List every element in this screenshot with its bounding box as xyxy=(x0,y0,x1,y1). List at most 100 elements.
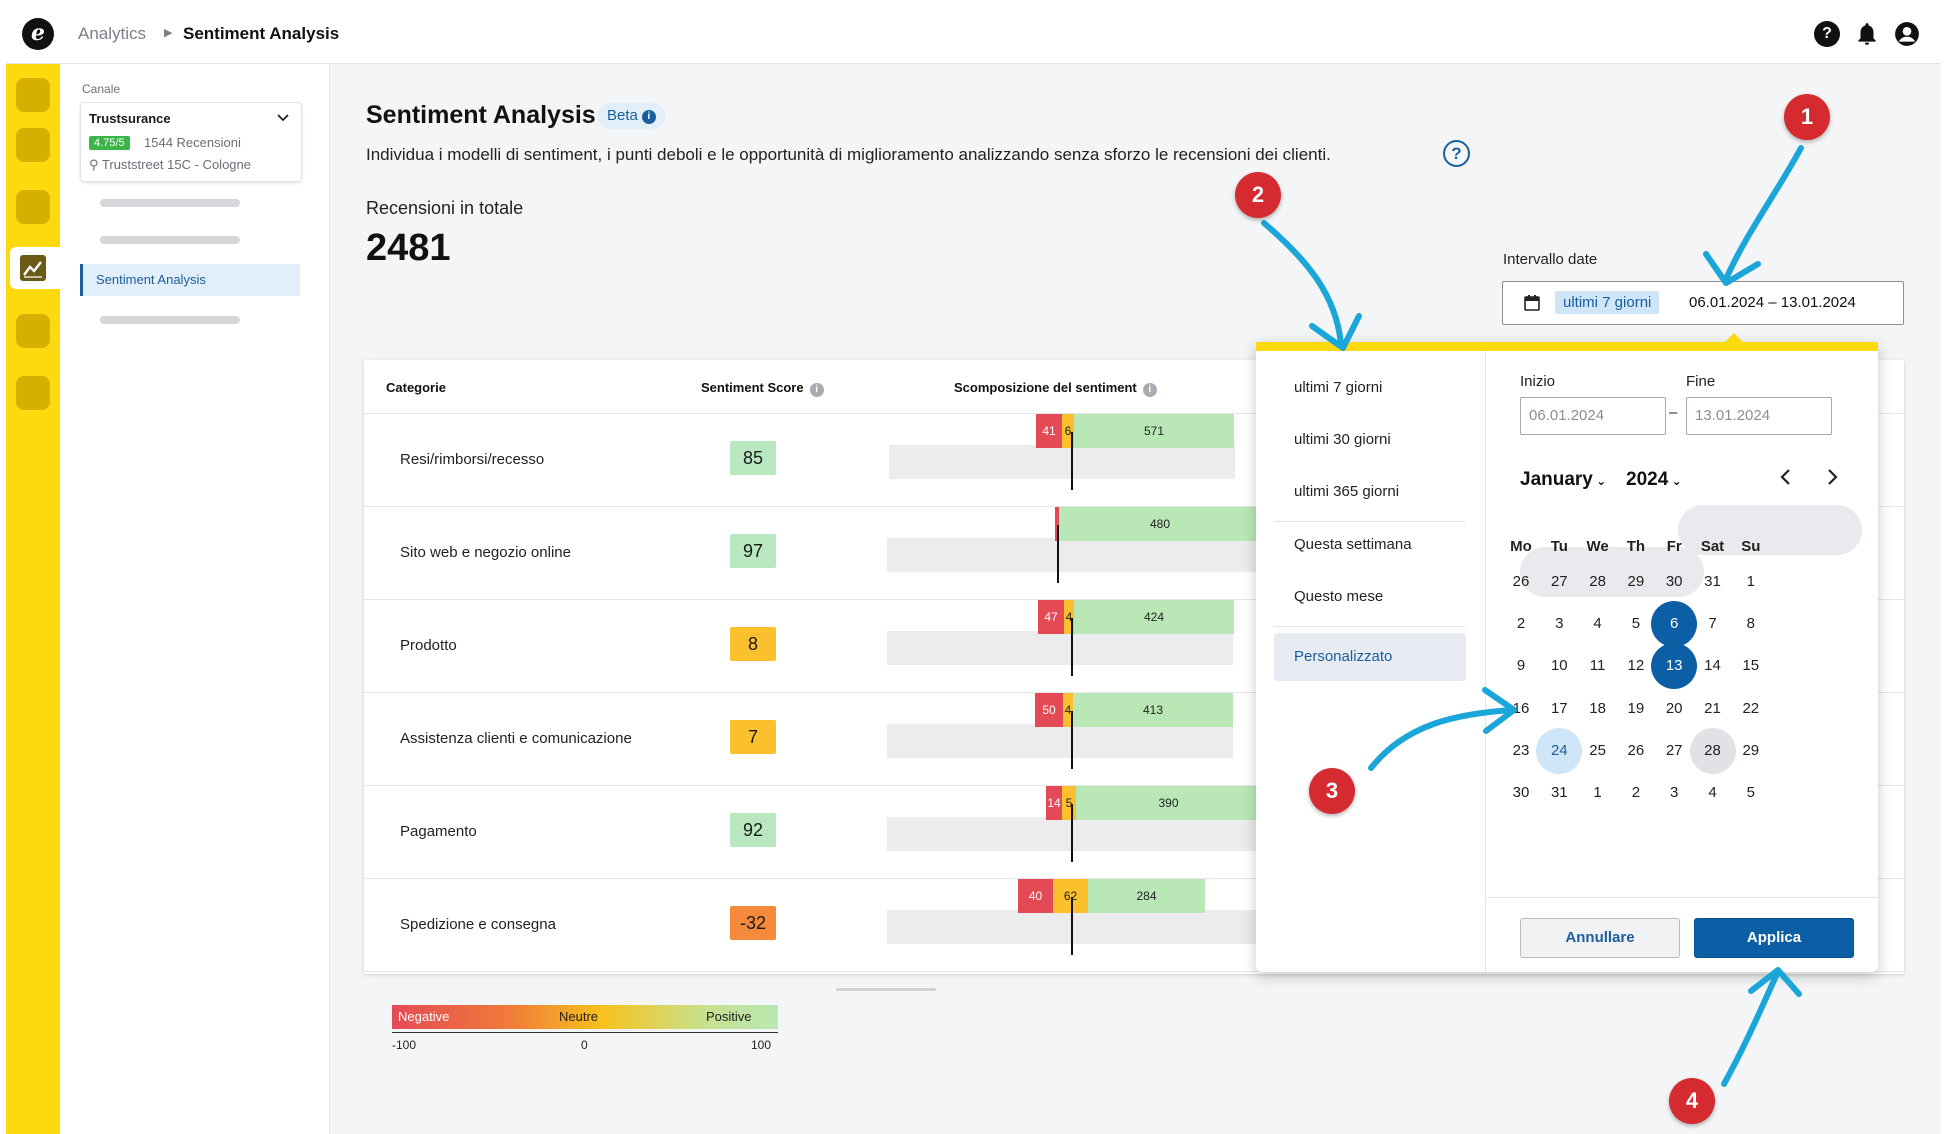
table-row[interactable]: Prodotto 8 47 4 424 xyxy=(364,600,1904,693)
info-icon[interactable]: i xyxy=(809,383,824,397)
calendar-day[interactable]: 30 xyxy=(1512,784,1530,801)
calendar-day[interactable]: 4 xyxy=(1593,615,1602,633)
calendar-day[interactable]: 3 xyxy=(1555,615,1564,633)
channel-selector[interactable]: Trustsurance 4.75/5 1544 Recensioni ⚲ Tr… xyxy=(80,102,302,182)
table-row[interactable]: Resi/rimborsi/recesso 85 41 6 571 xyxy=(364,414,1904,507)
calendar-day[interactable]: 28 xyxy=(1689,727,1736,774)
category-name: Pagamento xyxy=(400,823,477,840)
calendar-day[interactable]: 8 xyxy=(1746,615,1755,633)
calendar-day[interactable]: 27 xyxy=(1665,741,1683,759)
rating-badge: 4.75/5 xyxy=(89,136,130,150)
positive-segment: 571 xyxy=(1074,414,1234,448)
nav-item-sentiment-analysis[interactable]: Sentiment Analysis xyxy=(80,264,300,296)
next-month-icon[interactable] xyxy=(1824,466,1840,494)
start-date-input[interactable]: 06.01.2024 xyxy=(1520,397,1666,435)
calendar-day[interactable]: 17 xyxy=(1550,699,1568,717)
calendar-day[interactable]: 13 xyxy=(1651,643,1698,690)
user-icon[interactable] xyxy=(1894,21,1920,47)
calendar-day[interactable]: 1 xyxy=(1746,573,1755,590)
beta-label: Beta xyxy=(607,107,638,124)
rail-button[interactable] xyxy=(16,128,50,162)
preset-custom[interactable]: Personalizzato xyxy=(1274,633,1466,681)
calendar-day[interactable]: 26 xyxy=(1627,741,1645,759)
calendar-day[interactable]: 30 xyxy=(1665,573,1683,590)
calendar-day[interactable]: 7 xyxy=(1708,615,1717,633)
calendar-day[interactable]: 25 xyxy=(1589,741,1606,759)
column-header-category: Categorie xyxy=(386,380,446,395)
calendar-day[interactable]: 20 xyxy=(1665,699,1683,717)
calendar-day[interactable]: 4 xyxy=(1708,784,1717,801)
rail-button[interactable] xyxy=(16,190,50,224)
table-scrollbar[interactable] xyxy=(836,988,936,991)
previous-month-icon[interactable] xyxy=(1778,466,1794,494)
nav-item-placeholder[interactable] xyxy=(100,316,240,324)
calendar-day[interactable]: 18 xyxy=(1589,699,1606,717)
rail-button[interactable] xyxy=(16,78,50,112)
cancel-button[interactable]: Annullare xyxy=(1520,918,1680,958)
calendar-day[interactable]: 24 xyxy=(1536,727,1583,774)
year-select[interactable]: 2024 ⌄ xyxy=(1626,469,1682,491)
breadcrumb-analytics[interactable]: Analytics xyxy=(78,24,147,43)
sentiment-score: 92 xyxy=(730,813,776,847)
apply-button[interactable]: Applica xyxy=(1694,918,1854,958)
calendar-day[interactable]: 12 xyxy=(1627,657,1645,675)
calendar-day[interactable]: 10 xyxy=(1550,657,1568,675)
calendar-day[interactable]: 6 xyxy=(1651,601,1698,648)
preset-last-30-days[interactable]: ultimi 30 giorni xyxy=(1294,431,1391,448)
calendar-day[interactable]: 22 xyxy=(1742,699,1760,717)
sentiment-score: 8 xyxy=(730,627,776,661)
calendar-day[interactable]: 2 xyxy=(1631,784,1641,801)
table-row[interactable]: Assistenza clienti e comunicazione 7 50 4 41… xyxy=(364,693,1904,786)
calendar-day[interactable]: 31 xyxy=(1704,573,1721,590)
location-pin-icon: ⚲ xyxy=(89,157,102,172)
year-label: 2024 xyxy=(1626,469,1669,490)
month-label: January xyxy=(1520,469,1593,490)
nav-item-placeholder[interactable] xyxy=(100,199,240,207)
table-row[interactable]: Sito web e negozio online 97 480 xyxy=(364,507,1904,600)
calendar-day[interactable]: 21 xyxy=(1704,699,1721,717)
calendar-day[interactable]: 29 xyxy=(1742,741,1760,759)
calendar-day[interactable]: 23 xyxy=(1512,741,1530,759)
calendar-day[interactable]: 5 xyxy=(1631,615,1641,633)
calendar-day[interactable]: 9 xyxy=(1516,657,1526,675)
preset-last-7-days[interactable]: ultimi 7 giorni xyxy=(1294,379,1383,396)
date-interval-field[interactable]: ultimi 7 giorni 06.01.2024 – 13.01.2024 xyxy=(1502,281,1904,325)
channel-address: ⚲ Truststreet 15C - Cologne xyxy=(89,157,251,173)
help-circle-icon[interactable]: ? xyxy=(1443,140,1470,167)
range-dash: – xyxy=(1669,404,1678,421)
end-date-input[interactable]: 13.01.2024 xyxy=(1686,397,1832,435)
calendar-day[interactable]: 5 xyxy=(1746,784,1755,801)
preset-this-month[interactable]: Questo mese xyxy=(1294,588,1384,605)
table-row[interactable]: Pagamento 92 14 5 390 xyxy=(364,786,1904,879)
bell-icon[interactable] xyxy=(1854,21,1880,47)
app-logo[interactable]: e xyxy=(22,18,54,50)
date-range-text: 06.01.2024 – 13.01.2024 xyxy=(1689,294,1856,311)
calendar-day[interactable]: 15 xyxy=(1742,657,1760,675)
calendar-day[interactable]: 11 xyxy=(1589,657,1606,675)
table-row[interactable]: Spedizione e consegna -32 40 62 284 xyxy=(364,879,1904,972)
month-select[interactable]: January ⌄ xyxy=(1520,469,1606,491)
preset-last-365-days[interactable]: ultimi 365 giorni xyxy=(1294,483,1400,500)
rail-button[interactable] xyxy=(16,314,50,348)
calendar-day[interactable]: 2 xyxy=(1516,615,1526,633)
calendar-day[interactable]: 1 xyxy=(1593,784,1602,801)
calendar-icon xyxy=(1523,294,1541,317)
range-end: 13.01.2024 xyxy=(1780,294,1856,311)
calendar-day[interactable]: 26 xyxy=(1512,573,1530,590)
help-icon[interactable]: ? xyxy=(1814,21,1840,47)
calendar-day[interactable]: 3 xyxy=(1670,784,1679,801)
calendar-day[interactable]: 31 xyxy=(1550,784,1568,801)
nav-item-placeholder[interactable] xyxy=(100,236,240,244)
legend-gradient xyxy=(392,1005,778,1029)
rail-button[interactable] xyxy=(16,376,50,410)
calendar-day[interactable]: 29 xyxy=(1627,573,1645,590)
preset-divider xyxy=(1274,626,1466,627)
calendar-day[interactable]: 19 xyxy=(1627,699,1645,717)
preset-this-week[interactable]: Questa settimana xyxy=(1294,536,1412,553)
calendar-day[interactable]: 14 xyxy=(1704,657,1721,675)
beta-badge[interactable]: Beta i xyxy=(598,103,665,129)
calendar-day[interactable]: 27 xyxy=(1550,573,1568,590)
calendar-day[interactable]: 28 xyxy=(1589,573,1606,590)
rail-analytics-button[interactable] xyxy=(10,247,60,289)
info-icon[interactable]: i xyxy=(1142,383,1157,397)
